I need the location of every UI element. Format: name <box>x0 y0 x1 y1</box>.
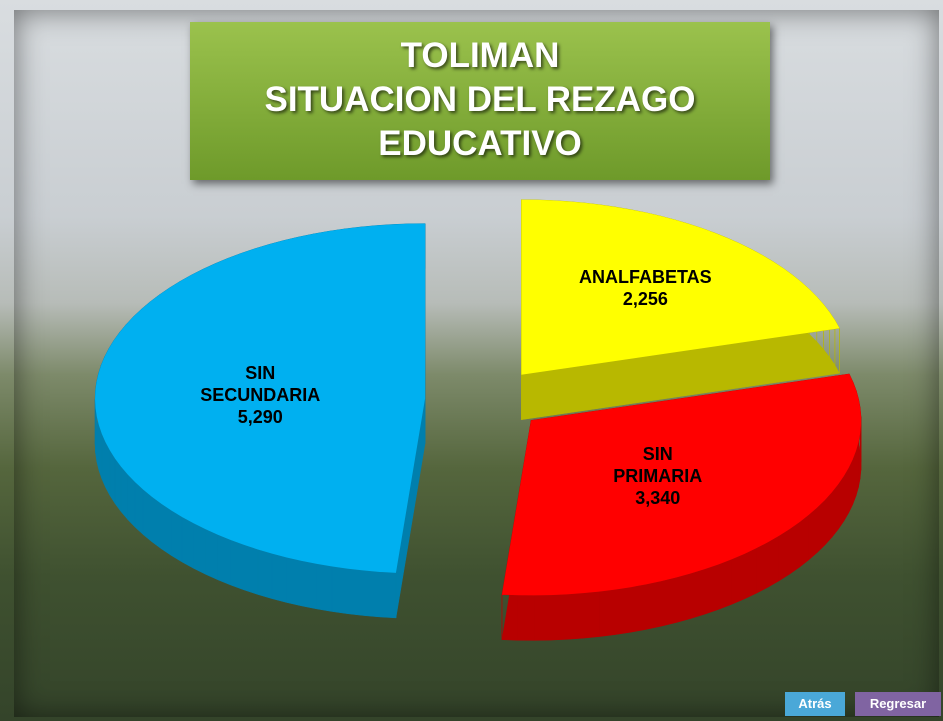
slice-category: SIN PRIMARIA <box>613 443 702 487</box>
slice-category: SIN SECUNDARIA <box>200 362 320 406</box>
slide: TOLIMAN SITUACION DEL REZAGO EDUCATIVO A… <box>0 0 943 721</box>
slice-value: 3,340 <box>613 487 702 509</box>
back-button[interactable]: Atrás <box>785 692 845 716</box>
slice-category: ANALFABETAS <box>579 266 712 288</box>
slice-value: 5,290 <box>200 406 320 428</box>
chart <box>0 0 943 721</box>
slice-value: 2,256 <box>579 288 712 310</box>
return-button[interactable]: Regresar <box>855 692 941 716</box>
